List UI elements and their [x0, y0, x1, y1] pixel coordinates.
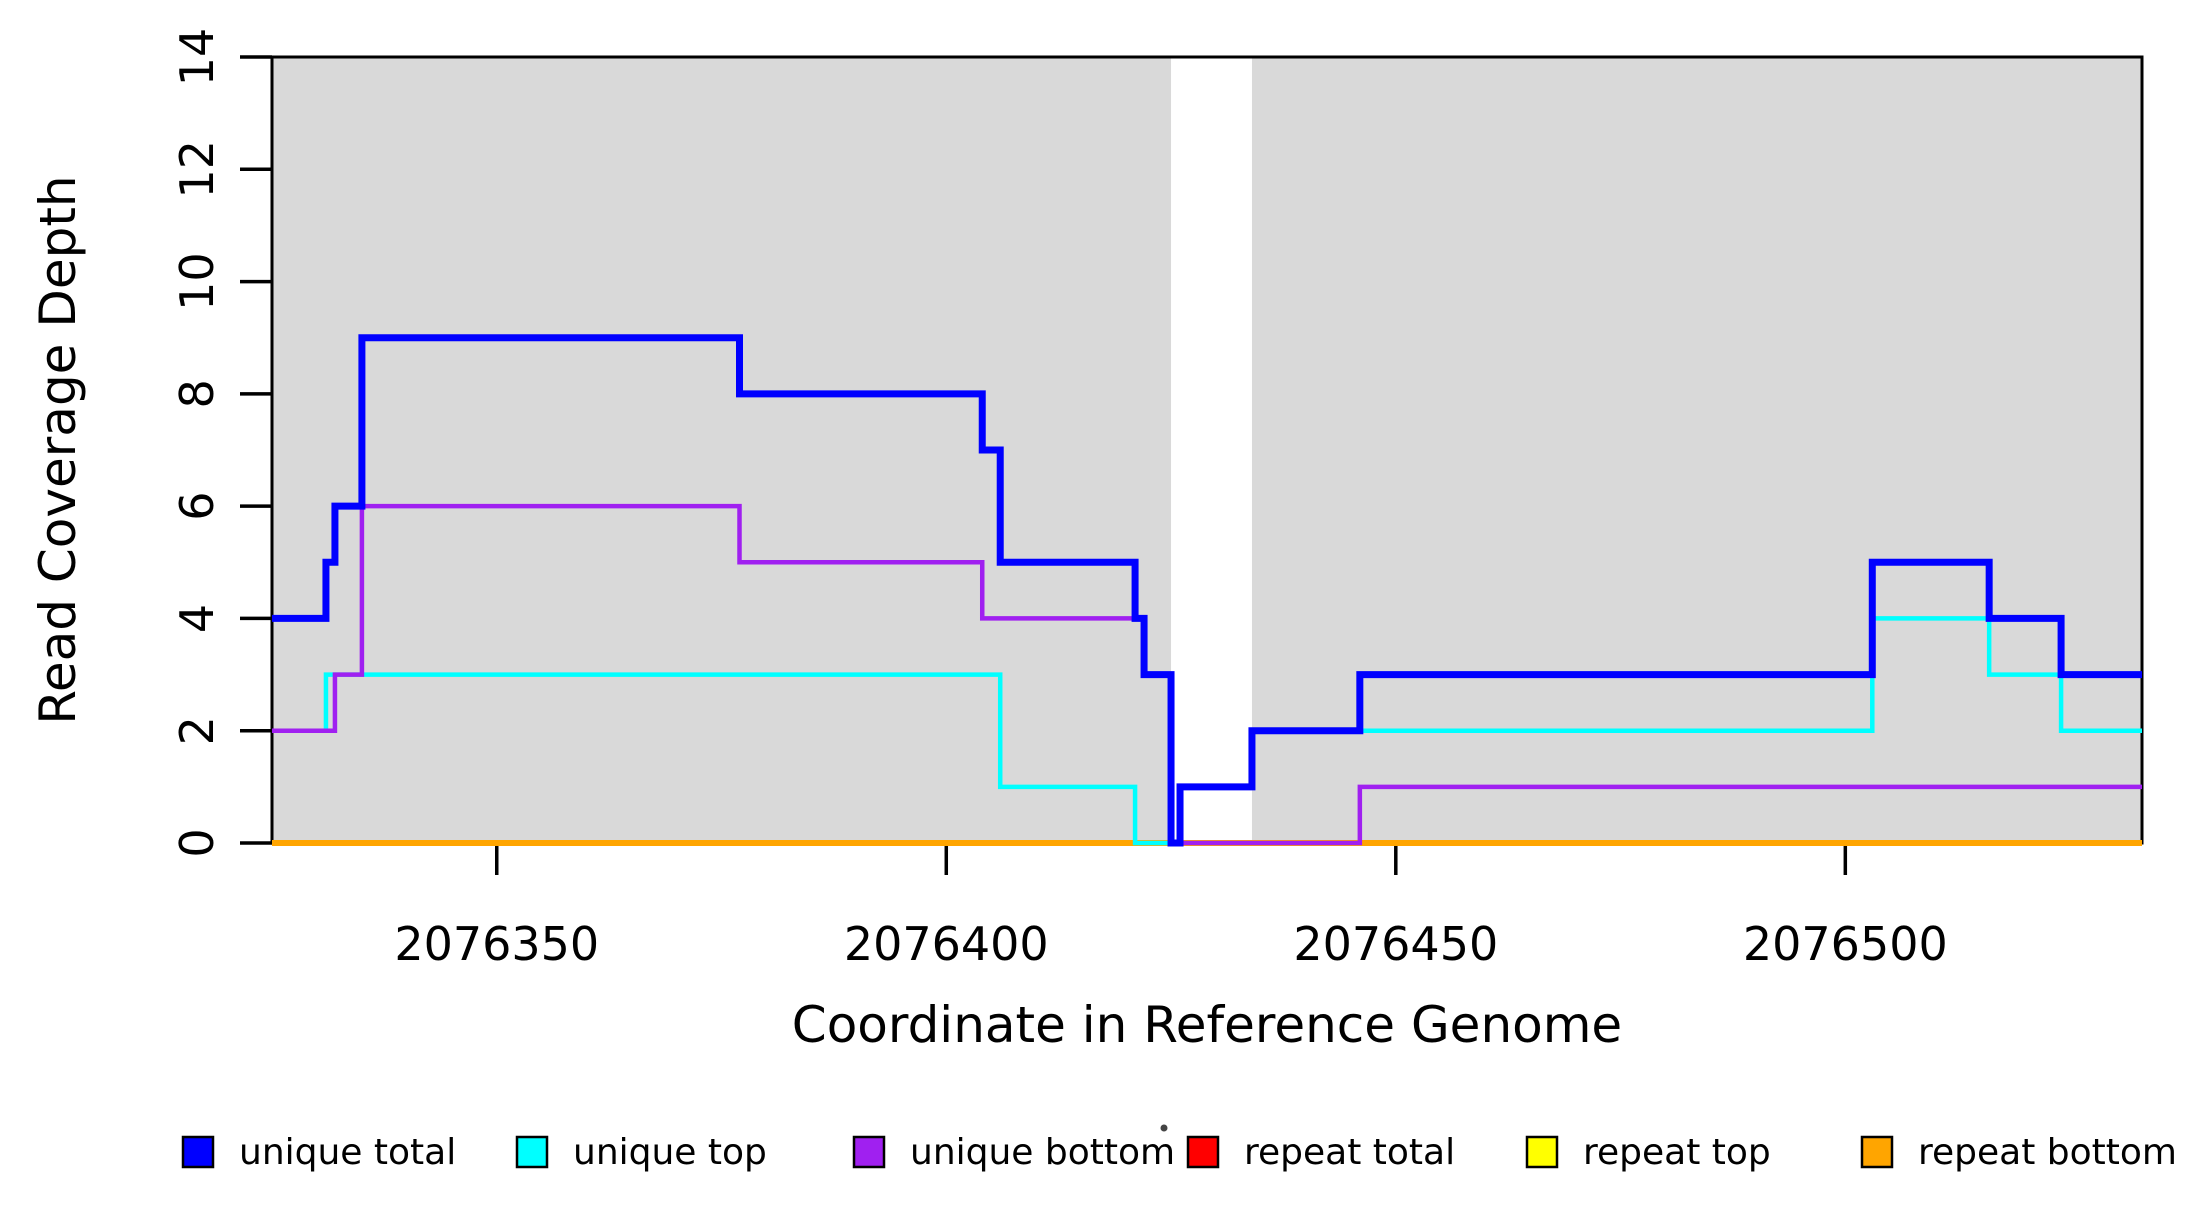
legend-item-unique-total: unique total — [181, 1132, 456, 1173]
shaded-region-1 — [1251, 57, 2142, 843]
legend-swatch-repeat-top — [1525, 1135, 1559, 1169]
x-tick-label: 2076400 — [844, 917, 1049, 971]
x-tick-label: 2076450 — [1293, 917, 1498, 971]
x-tick-label: 2076350 — [394, 917, 599, 971]
series-lines — [272, 334, 2142, 847]
y-tick-label: 8 — [170, 379, 224, 408]
y-tick-label: 2 — [170, 716, 224, 745]
stray-mark — [1160, 1124, 1168, 1132]
y-tick-label: 14 — [170, 28, 224, 87]
y-tick-label: 10 — [170, 252, 224, 311]
legend-swatch-unique-top — [515, 1135, 549, 1169]
shaded-region-0 — [272, 57, 1172, 843]
legend-item-unique-top: unique top — [515, 1132, 767, 1173]
legend-item-unique-bottom: unique bottom — [852, 1132, 1175, 1173]
series-unique-total-line — [272, 334, 2142, 847]
x-tick-label: 2076500 — [1743, 917, 1948, 971]
y-tick-label: 4 — [170, 604, 224, 633]
legend-item-repeat-top: repeat top — [1525, 1132, 1771, 1173]
legend-label: unique total — [239, 1132, 456, 1173]
y-tick-label: 12 — [170, 140, 224, 199]
legend-item-repeat-total: repeat total — [1186, 1132, 1455, 1173]
y-tick-label: 6 — [170, 492, 224, 521]
legend-label: repeat total — [1244, 1132, 1455, 1173]
shaded-regions — [272, 57, 2142, 843]
legend-swatch-repeat-bottom — [1860, 1135, 1894, 1169]
series-unique-bottom-line — [272, 503, 2142, 846]
legend-swatch-repeat-total — [1186, 1135, 1220, 1169]
y-tick-label: 0 — [170, 828, 224, 857]
legend: unique total unique top unique bottom repea… — [181, 1132, 2177, 1173]
legend-swatch-unique-bottom — [852, 1135, 886, 1169]
y-axis-title: Read Coverage Depth — [29, 175, 87, 724]
legend-label: repeat bottom — [1918, 1132, 2177, 1173]
legend-label: unique top — [573, 1132, 767, 1173]
legend-label: repeat top — [1583, 1132, 1771, 1173]
legend-swatch-unique-total — [181, 1135, 215, 1169]
x-axis-title: Coordinate in Reference Genome — [792, 996, 1622, 1054]
legend-label: unique bottom — [910, 1132, 1175, 1173]
legend-item-repeat-bottom: repeat bottom — [1860, 1132, 2177, 1173]
axis-ticks: 2076350 2076400 2076450 2076500 0 2 4 6 8 10 12 14 — [170, 28, 1948, 971]
